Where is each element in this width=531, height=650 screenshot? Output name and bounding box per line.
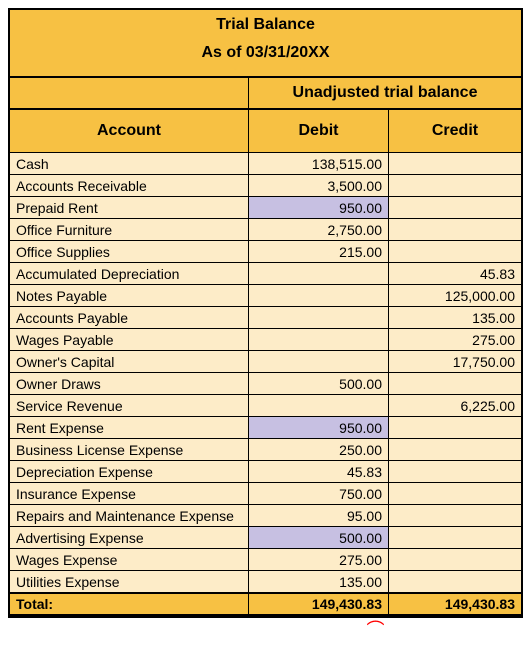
cell-account: Accumulated Depreciation: [10, 262, 248, 284]
cell-account: Accounts Receivable: [10, 174, 248, 196]
red-annotation-mark: ⌒: [228, 616, 523, 642]
table-row: Accumulated Depreciation 45.83: [10, 262, 521, 284]
cell-credit: [388, 218, 521, 240]
col-header-debit: Debit: [248, 108, 388, 152]
cell-credit: 125,000.00: [388, 284, 521, 306]
cell-credit: [388, 504, 521, 526]
cell-account: Advertising Expense: [10, 526, 248, 548]
cell-credit: [388, 196, 521, 218]
cell-account: Prepaid Rent: [10, 196, 248, 218]
total-credit: 149,430.83: [388, 592, 521, 616]
cell-debit: 950.00: [248, 416, 388, 438]
cell-account: Service Revenue: [10, 394, 248, 416]
table-row: Depreciation Expense45.83: [10, 460, 521, 482]
cell-account: Cash: [10, 152, 248, 174]
cell-credit: [388, 416, 521, 438]
cell-account: Owner Draws: [10, 372, 248, 394]
table-row: Accounts Payable 135.00: [10, 306, 521, 328]
table-row: Accounts Receivable3,500.00: [10, 174, 521, 196]
cell-credit: [388, 372, 521, 394]
cell-debit: 750.00: [248, 482, 388, 504]
cell-debit: [248, 328, 388, 350]
cell-account: Wages Payable: [10, 328, 248, 350]
cell-credit: 275.00: [388, 328, 521, 350]
cell-debit: 138,515.00: [248, 152, 388, 174]
cell-credit: [388, 152, 521, 174]
cell-credit: 17,750.00: [388, 350, 521, 372]
cell-credit: [388, 438, 521, 460]
table-row: Advertising Expense500.00: [10, 526, 521, 548]
table-row: Wages Payable 275.00: [10, 328, 521, 350]
table-row: Insurance Expense750.00: [10, 482, 521, 504]
cell-debit: [248, 262, 388, 284]
cell-account: Accounts Payable: [10, 306, 248, 328]
cell-credit: [388, 174, 521, 196]
cell-credit: [388, 460, 521, 482]
cell-debit: 950.00: [248, 196, 388, 218]
cell-credit: [388, 482, 521, 504]
cell-account: Repairs and Maintenance Expense: [10, 504, 248, 526]
title-line2: As of 03/31/20XX: [10, 44, 521, 62]
column-header-row: Account Debit Credit: [10, 108, 521, 152]
cell-debit: 95.00: [248, 504, 388, 526]
table-row: Owner Draws500.00: [10, 372, 521, 394]
col-header-credit: Credit: [388, 108, 521, 152]
cell-debit: [248, 284, 388, 306]
cell-account: Business License Expense: [10, 438, 248, 460]
cell-debit: [248, 350, 388, 372]
cell-credit: [388, 570, 521, 592]
table-row: Service Revenue 6,225.00: [10, 394, 521, 416]
total-debit: 149,430.83: [248, 592, 388, 616]
cell-credit: [388, 548, 521, 570]
table-row: Office Supplies215.00: [10, 240, 521, 262]
table-row: Office Furniture2,750.00: [10, 218, 521, 240]
table-row: Notes Payable 125,000.00: [10, 284, 521, 306]
cell-credit: [388, 526, 521, 548]
section-header: Unadjusted trial balance: [248, 76, 521, 108]
table-row: Utilities Expense135.00: [10, 570, 521, 592]
cell-debit: 275.00: [248, 548, 388, 570]
cell-debit: 2,750.00: [248, 218, 388, 240]
table-row: Prepaid Rent950.00: [10, 196, 521, 218]
cell-debit: 3,500.00: [248, 174, 388, 196]
cell-debit: 45.83: [248, 460, 388, 482]
title-block: Trial Balance As of 03/31/20XX: [10, 10, 521, 76]
cell-debit: 250.00: [248, 438, 388, 460]
cell-account: Office Supplies: [10, 240, 248, 262]
cell-debit: 215.00: [248, 240, 388, 262]
cell-account: Office Furniture: [10, 218, 248, 240]
cell-debit: 500.00: [248, 372, 388, 394]
cell-debit: [248, 306, 388, 328]
cell-credit: 6,225.00: [388, 394, 521, 416]
cell-account: Depreciation Expense: [10, 460, 248, 482]
title-line1: Trial Balance: [10, 16, 521, 34]
table-row: Wages Expense275.00: [10, 548, 521, 570]
cell-account: Insurance Expense: [10, 482, 248, 504]
rows-container: Cash138,515.00Accounts Receivable3,500.0…: [10, 152, 521, 592]
cell-account: Wages Expense: [10, 548, 248, 570]
cell-debit: [248, 394, 388, 416]
cell-account: Notes Payable: [10, 284, 248, 306]
total-row: Total: 149,430.83 149,430.83: [10, 592, 521, 616]
trial-balance-table: Trial Balance As of 03/31/20XX Unadjuste…: [8, 8, 523, 618]
cell-credit: 45.83: [388, 262, 521, 284]
cell-debit: 135.00: [248, 570, 388, 592]
section-header-row: Unadjusted trial balance: [10, 76, 521, 108]
section-header-blank: [10, 76, 248, 108]
cell-debit: 500.00: [248, 526, 388, 548]
table-row: Cash138,515.00: [10, 152, 521, 174]
table-row: Owner's Capital 17,750.00: [10, 350, 521, 372]
cell-account: Rent Expense: [10, 416, 248, 438]
table-row: Business License Expense250.00: [10, 438, 521, 460]
col-header-account: Account: [10, 108, 248, 152]
cell-account: Owner's Capital: [10, 350, 248, 372]
cell-credit: [388, 240, 521, 262]
cell-credit: 135.00: [388, 306, 521, 328]
total-label: Total:: [10, 592, 248, 616]
cell-account: Utilities Expense: [10, 570, 248, 592]
table-row: Repairs and Maintenance Expense95.00: [10, 504, 521, 526]
table-row: Rent Expense950.00: [10, 416, 521, 438]
